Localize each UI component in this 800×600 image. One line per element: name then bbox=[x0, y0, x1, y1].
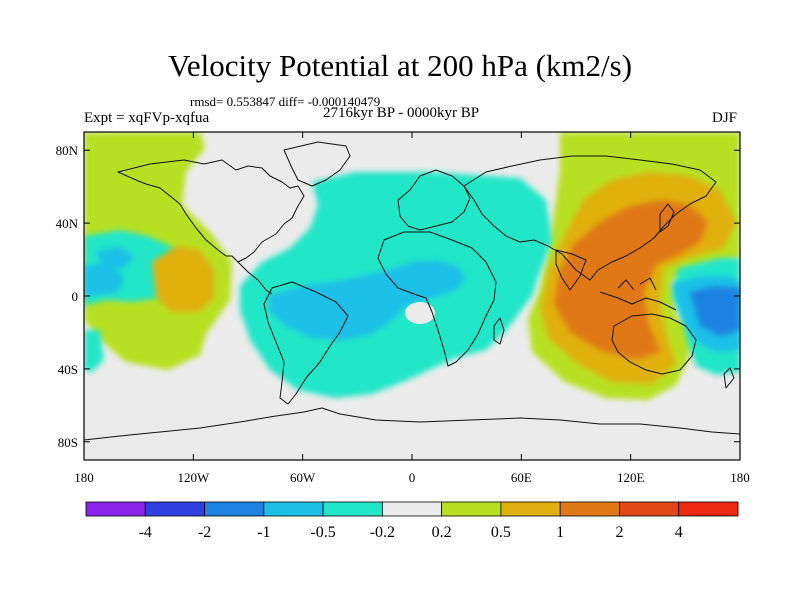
positive-region-0.5 bbox=[152, 246, 214, 312]
colorbar-label: 4 bbox=[675, 524, 683, 541]
x-tick-label: 180 bbox=[74, 470, 94, 485]
y-tick-label: 80N bbox=[56, 143, 79, 158]
stats-text: rmsd= 0.553847 diff= -0.000140479 bbox=[190, 94, 381, 109]
x-axis: 180 120W 60W 0 60E 120E 180 bbox=[74, 132, 750, 485]
x-tick-label: 60W bbox=[290, 470, 316, 485]
colorbar-swatch bbox=[144, 501, 205, 517]
y-axis: 80N 40N 0 40S 80S bbox=[56, 143, 740, 450]
coast-central-america bbox=[237, 261, 273, 295]
coast-india bbox=[555, 249, 587, 291]
coast-europe bbox=[397, 169, 471, 231]
x-tick-label: 180 bbox=[730, 470, 750, 485]
colorbar-label: -0.2 bbox=[370, 524, 395, 541]
colorbar-label: -0.5 bbox=[310, 524, 335, 541]
coast-maritime-continent bbox=[599, 277, 677, 311]
chart-title: Velocity Potential at 200 hPa (km2/s) bbox=[167, 48, 633, 83]
colorbar-label: 1 bbox=[556, 524, 564, 541]
neutral-pocket bbox=[405, 302, 435, 324]
colorbar-swatch bbox=[263, 501, 324, 517]
coast-africa bbox=[377, 231, 497, 367]
coast-japan bbox=[659, 203, 675, 233]
coast-australia bbox=[611, 313, 697, 375]
colorbar-swatch bbox=[441, 501, 502, 517]
coast-greenland bbox=[283, 141, 351, 187]
coast-north-america bbox=[117, 159, 305, 263]
colorbar-label: 0.5 bbox=[491, 524, 511, 541]
experiment-label: Expt = xqFVp-xqfua bbox=[84, 110, 210, 126]
coast-south-america bbox=[263, 281, 349, 405]
colorbar-label: 0.2 bbox=[432, 524, 452, 541]
colorbar-swatch bbox=[85, 501, 146, 517]
y-tick-label: 0 bbox=[72, 289, 79, 304]
colorbar-label: -2 bbox=[198, 524, 211, 541]
colorbar-swatch bbox=[322, 501, 383, 517]
negative-region-0.5 bbox=[84, 262, 124, 296]
season-label: DJF bbox=[712, 110, 738, 126]
positive-region-0.2 bbox=[118, 322, 170, 358]
colorbar-swatch bbox=[619, 501, 680, 517]
y-tick-label: 80S bbox=[58, 435, 78, 450]
y-tick-label: 40S bbox=[58, 362, 78, 377]
colorbar-swatch bbox=[381, 501, 443, 517]
colorbar-label: -1 bbox=[257, 524, 270, 541]
coast-new-zealand bbox=[723, 367, 735, 389]
period-label: 2716kyr BP - 0000kyr BP bbox=[323, 105, 480, 121]
colorbar-swatch bbox=[678, 501, 739, 517]
colorbar-swatch bbox=[500, 501, 561, 517]
colorbar: -4 -2 -1 -0.5 -0.2 0.2 0.5 1 2 4 bbox=[85, 501, 739, 541]
contour-field bbox=[84, 132, 740, 460]
positive-region-1 bbox=[554, 200, 708, 360]
x-tick-label: 0 bbox=[409, 470, 416, 485]
colorbar-swatch bbox=[204, 501, 265, 517]
coast-asia bbox=[463, 155, 717, 281]
x-tick-label: 120E bbox=[617, 470, 645, 485]
coast-madagascar bbox=[493, 317, 505, 345]
y-tick-label: 40N bbox=[56, 216, 79, 231]
negative-region-0.5 bbox=[268, 260, 466, 340]
colorbar-label: 2 bbox=[615, 524, 623, 541]
negative-region-1 bbox=[690, 286, 740, 336]
x-tick-label: 60E bbox=[511, 470, 532, 485]
colorbar-swatch bbox=[559, 501, 620, 517]
x-tick-label: 120W bbox=[177, 470, 210, 485]
coast-antarctica bbox=[84, 407, 740, 441]
coastlines bbox=[84, 141, 740, 441]
negative-region-0.2 bbox=[84, 330, 104, 372]
colorbar-label: -4 bbox=[139, 524, 152, 541]
